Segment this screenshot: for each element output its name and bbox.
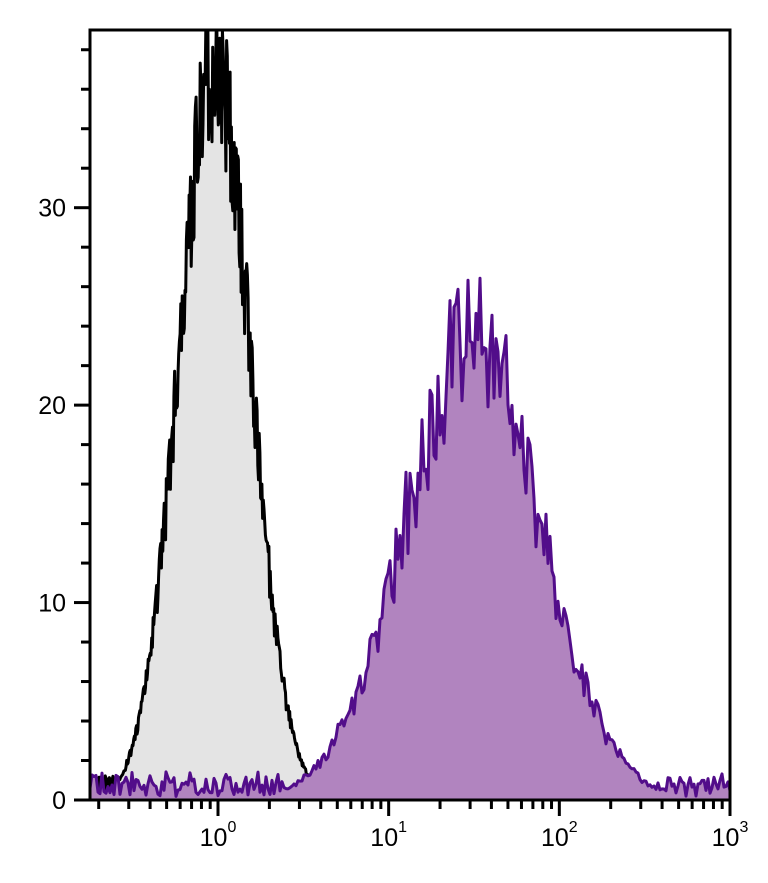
- y-tick-label: 10: [38, 590, 66, 618]
- chart-svg: 0102030100101102103: [0, 0, 768, 883]
- y-tick-label: 20: [38, 392, 66, 420]
- flow-cytometry-chart: 0102030100101102103: [0, 0, 768, 883]
- y-tick-label: 0: [52, 787, 66, 815]
- y-tick-label: 30: [38, 195, 66, 223]
